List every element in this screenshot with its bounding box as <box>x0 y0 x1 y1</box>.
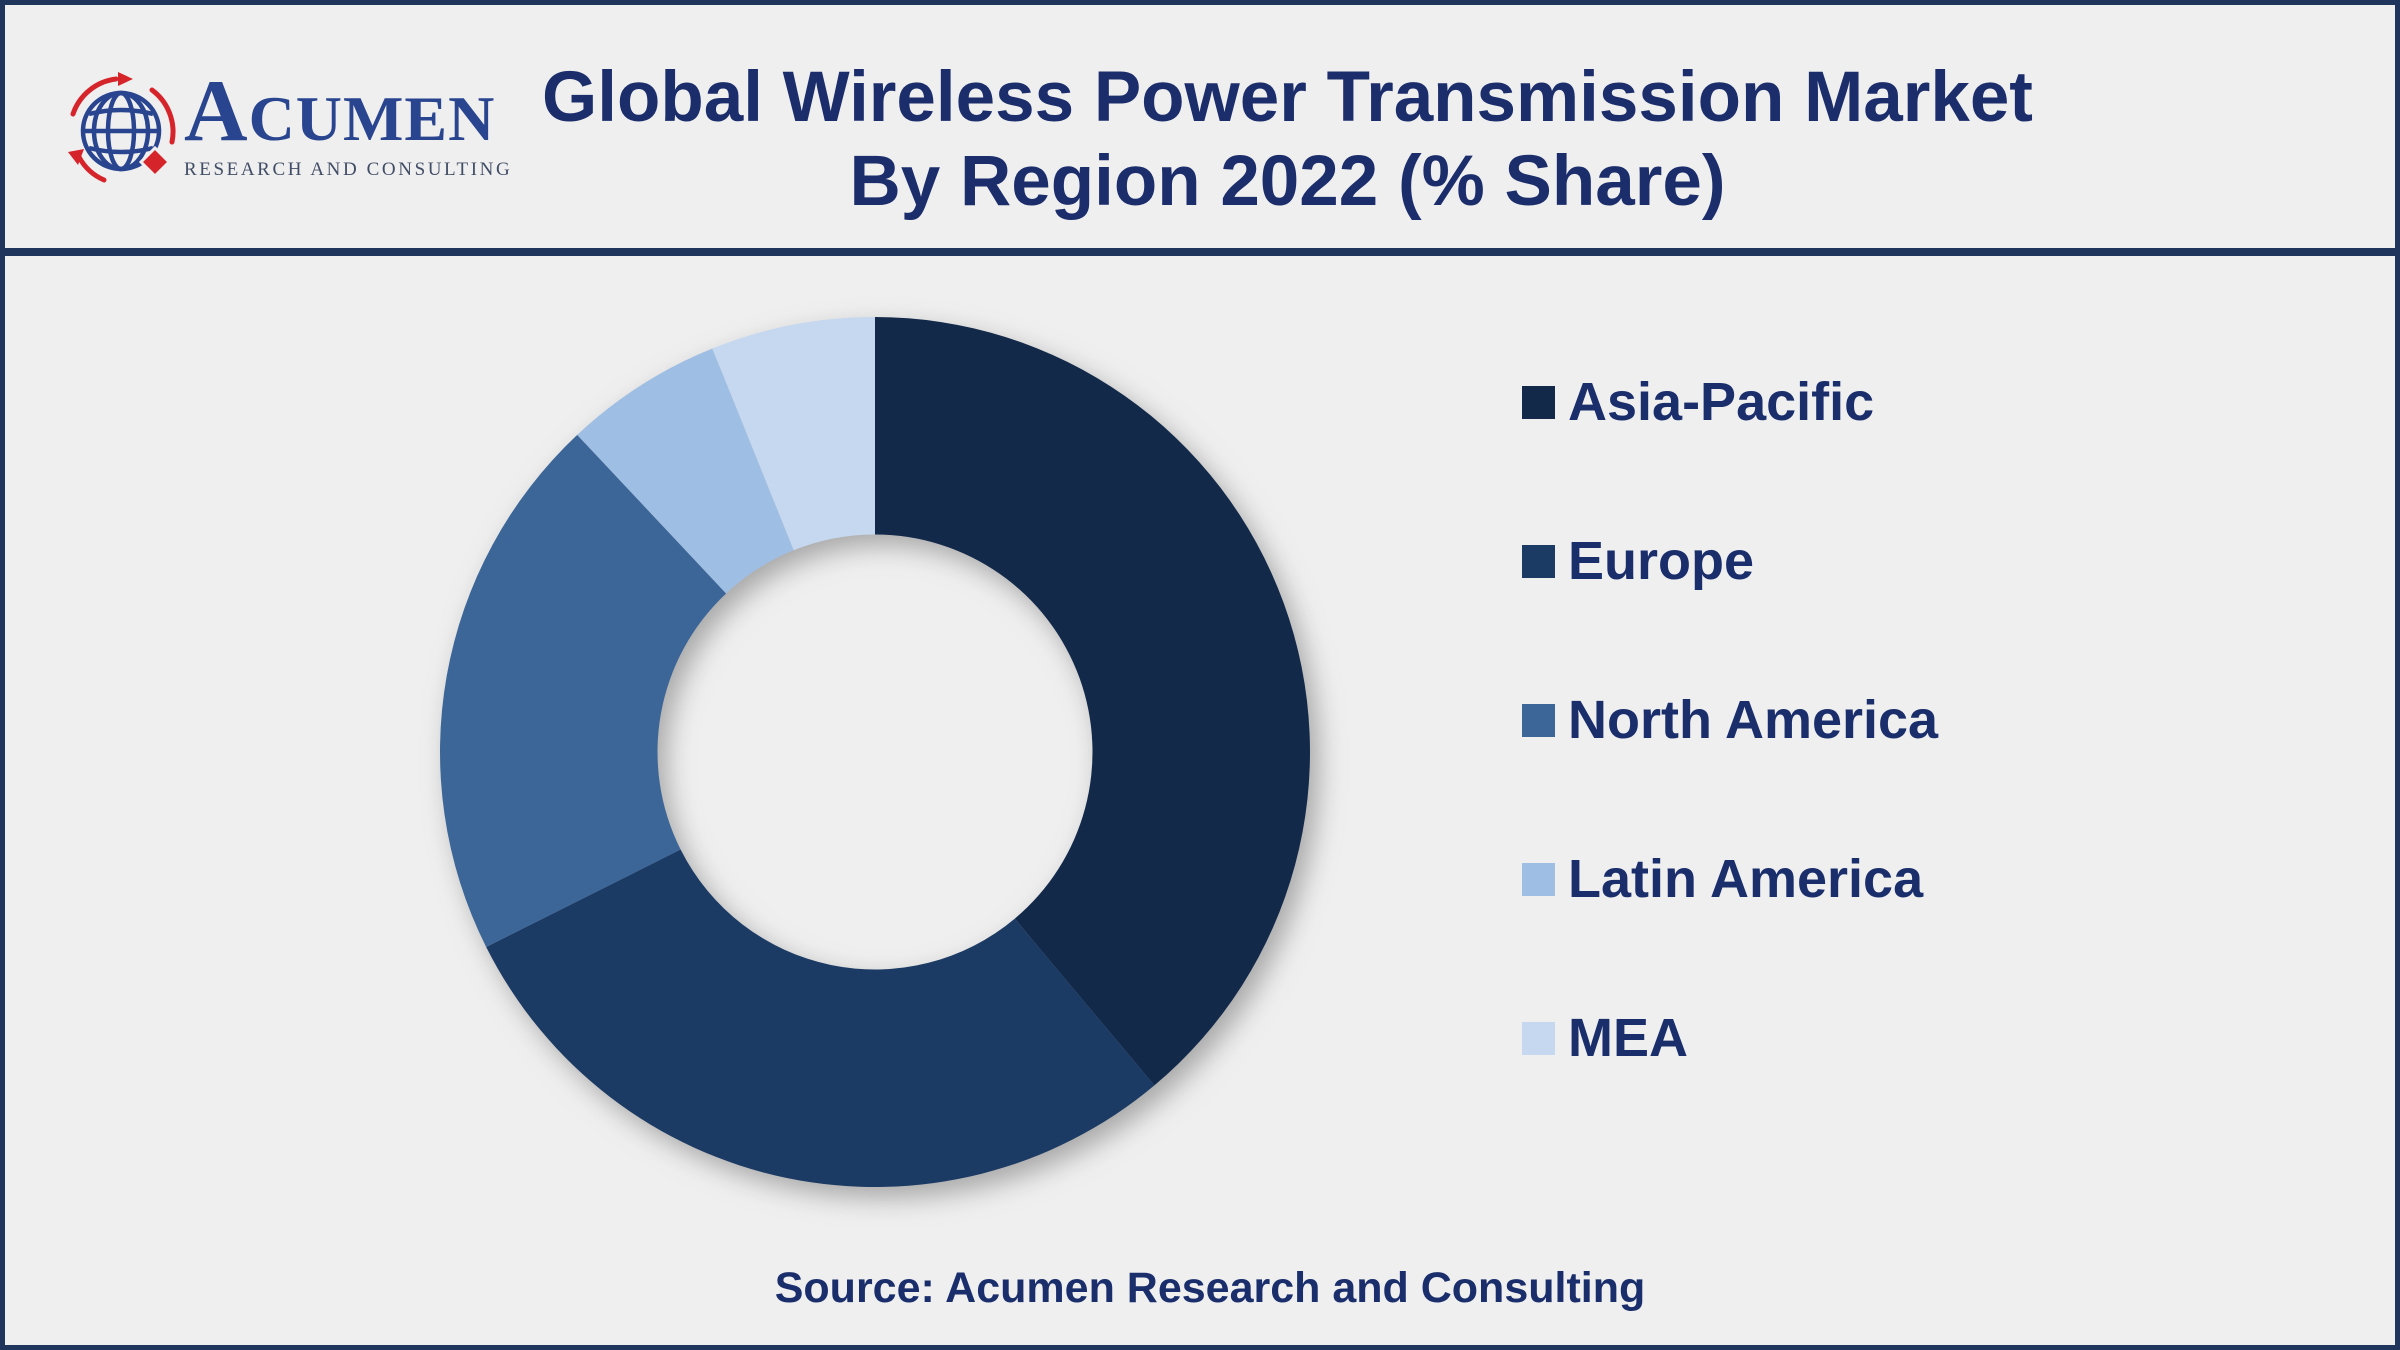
legend-label: North America <box>1568 690 1939 750</box>
arrowhead <box>118 72 133 86</box>
acumen-globe-icon <box>68 72 176 183</box>
donut-segments <box>439 317 1310 1187</box>
donut-segment-latin-america <box>577 348 794 594</box>
legend-swatch-icon <box>1522 703 1555 737</box>
legend: Asia-Pacific Europe North America Latin Ame… <box>1522 374 1938 1066</box>
donut-segment-europe <box>486 849 1155 1187</box>
header-divider <box>5 248 2395 256</box>
source-note: Source: Acumen Research and Consulting <box>774 1264 1646 1312</box>
legend-label: Asia-Pacific <box>1568 372 1875 432</box>
legend-label: Europe <box>1568 531 1755 591</box>
arrowhead <box>68 149 84 165</box>
donut-segment-north-america <box>439 434 727 948</box>
donut-segment-asia-pacific <box>875 317 1310 1086</box>
legend-swatch-icon <box>1522 1021 1555 1055</box>
legend-item-north-america: North America <box>1522 692 1938 748</box>
acumen-logo: ACUMEN RESEARCH AND CONSULTING <box>60 60 540 210</box>
legend-swatch-icon <box>1522 862 1555 896</box>
donut-chart <box>439 317 1310 1187</box>
legend-item-latin-america: Latin America <box>1522 851 1938 907</box>
diamond-icon <box>138 145 172 179</box>
legend-item-europe: Europe <box>1522 533 1938 589</box>
logo-text: ACUMEN RESEARCH AND CONSULTING <box>184 72 512 181</box>
legend-label: Latin America <box>1568 849 1924 909</box>
legend-label: MEA <box>1568 1008 1688 1068</box>
chart-title-line2: By Region 2022 (% Share) <box>849 142 1726 221</box>
logo-brand: ACUMEN <box>184 63 496 160</box>
chart-title-line1: Global Wireless Power Transmission Marke… <box>542 58 2033 137</box>
legend-item-asia-pacific: Asia-Pacific <box>1522 374 1938 430</box>
chart-title: Global Wireless Power Transmission Marke… <box>175 56 2400 224</box>
legend-swatch-icon <box>1522 385 1555 419</box>
legend-item-mea: MEA <box>1522 1010 1938 1066</box>
legend-swatch-icon <box>1522 544 1555 578</box>
donut-segment-mea <box>712 317 875 551</box>
logo-tagline: RESEARCH AND CONSULTING <box>184 159 513 180</box>
